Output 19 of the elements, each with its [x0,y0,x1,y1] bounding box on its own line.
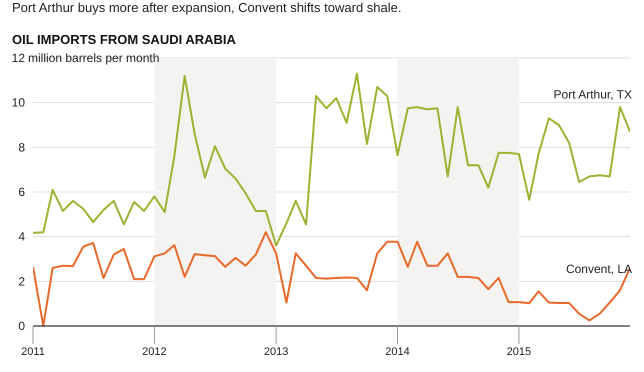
x-tick-label: 2014 [385,346,410,358]
y-tick-label: 12 [12,51,26,65]
x-tick-label: 2013 [264,346,288,358]
chart-subtitle: Port Arthur buys more after expansion, Convent shifts toward shale. [12,0,402,15]
y-tick-label: 2 [18,274,26,288]
y-tick-label: 6 [18,185,26,199]
series-label: Convent, LA [566,262,632,276]
y-tick-label: 4 [18,230,26,244]
chart-title: OIL IMPORTS FROM SAUDI ARABIA [12,32,236,47]
x-tick-label: 2011 [21,346,45,358]
x-tick-label: 2015 [506,346,532,358]
line-series [33,231,630,326]
y-axis-title: million barrels per month [28,51,160,65]
y-tick-label: 10 [12,96,26,110]
x-tick-label: 2012 [142,346,167,358]
series-label: Port Arthur, TX [554,87,632,102]
line-series [33,72,630,247]
y-tick-label: 8 [18,140,26,154]
y-tick-label: 0 [18,319,26,333]
